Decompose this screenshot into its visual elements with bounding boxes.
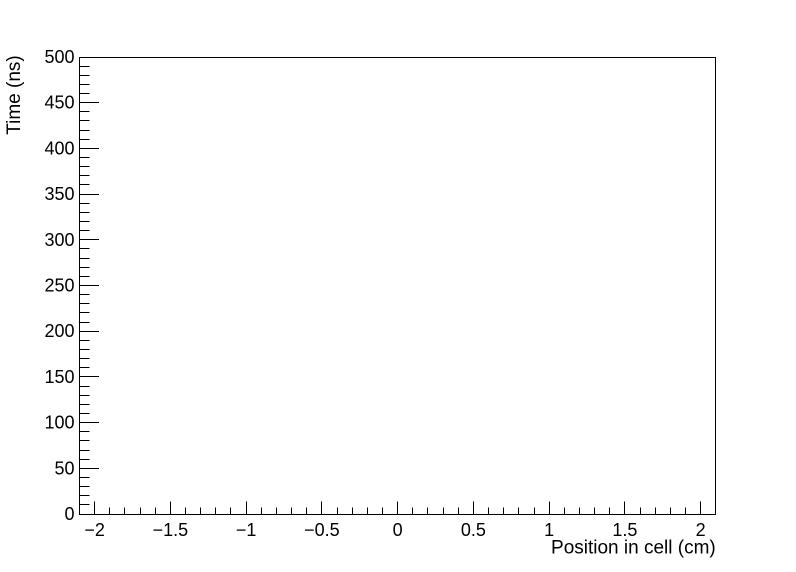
svg-text:−0.5: −0.5 (304, 520, 340, 540)
svg-text:Time (ns): Time (ns) (4, 55, 25, 135)
svg-text:0.5: 0.5 (461, 520, 486, 540)
svg-text:Position in cell (cm): Position in cell (cm) (551, 538, 716, 559)
svg-text:300: 300 (44, 230, 74, 250)
svg-text:50: 50 (54, 458, 74, 478)
svg-text:450: 450 (44, 93, 74, 113)
svg-text:−1: −1 (236, 520, 257, 540)
svg-text:0: 0 (64, 504, 74, 524)
svg-text:0: 0 (393, 520, 403, 540)
svg-text:200: 200 (44, 321, 74, 341)
svg-text:350: 350 (44, 184, 74, 204)
svg-text:250: 250 (44, 276, 74, 296)
svg-text:−1.5: −1.5 (153, 520, 189, 540)
svg-text:500: 500 (44, 47, 74, 67)
svg-text:400: 400 (44, 138, 74, 158)
svg-text:100: 100 (44, 413, 74, 433)
svg-text:150: 150 (44, 367, 74, 387)
svg-text:−2: −2 (84, 520, 105, 540)
